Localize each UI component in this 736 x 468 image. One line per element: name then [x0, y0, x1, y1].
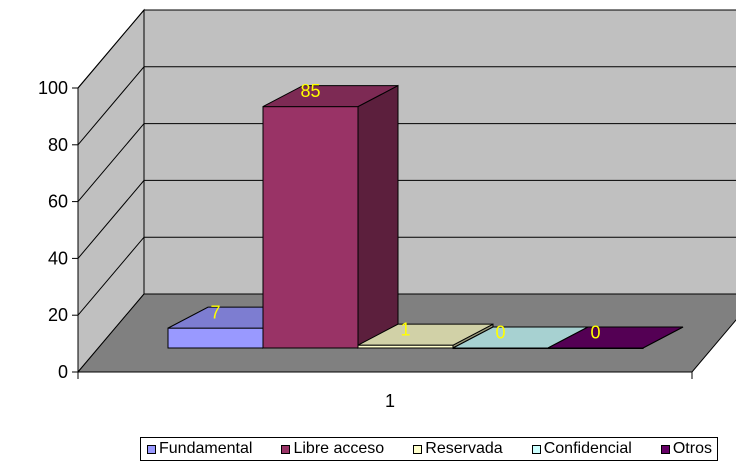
bar-side	[357, 84, 399, 349]
y-tick-labels: 0 20 40 60 80 100	[38, 78, 68, 382]
y-tick-label: 20	[48, 305, 68, 325]
gridline	[77, 9, 736, 89]
legend-item: Otros	[660, 440, 712, 458]
data-label: 85	[300, 81, 320, 101]
legend-label: Reservada	[425, 440, 503, 457]
x-tick-label: 1	[385, 391, 395, 411]
gridline	[77, 123, 736, 202]
y-tick-label: 0	[58, 362, 68, 382]
legend-label: Fundamental	[159, 440, 253, 457]
legend-item: Libre acceso	[281, 440, 384, 458]
data-label: 0	[590, 323, 600, 343]
legend-item: Confidencial	[531, 440, 632, 458]
bar-top	[262, 85, 399, 108]
gridlines	[77, 9, 736, 316]
bar-confidencial	[452, 326, 589, 349]
legend-item: Reservada	[413, 440, 503, 458]
bar-top	[357, 323, 494, 346]
data-label: 1	[400, 320, 410, 340]
bar-otros	[547, 326, 684, 349]
back-wall	[143, 9, 736, 295]
bar-libre-acceso	[262, 84, 399, 349]
legend-swatch	[147, 444, 156, 454]
bars	[167, 84, 684, 349]
bar-front	[167, 327, 264, 349]
bar-front	[262, 106, 359, 349]
y-tick-label: 40	[48, 248, 68, 268]
legend-label: Libre acceso	[293, 440, 385, 457]
data-label: 0	[495, 323, 505, 343]
legend-swatch	[531, 444, 541, 454]
gridline	[77, 179, 736, 259]
legend-label: Otros	[672, 440, 712, 457]
chart-legend: Fundamental Libre acceso Reservada Confiden…	[140, 437, 718, 461]
legend-label: Confidencial	[543, 440, 632, 457]
legend-item: Fundamental	[147, 440, 252, 458]
x-tick-labels: 1	[385, 391, 395, 411]
gridline	[77, 66, 736, 146]
data-label: 7	[210, 303, 220, 323]
data-labels: 7 85 1 0 0	[210, 81, 600, 342]
chart-walls	[76, 8, 736, 374]
bar-top	[547, 326, 684, 349]
legend-swatch	[413, 444, 423, 454]
y-tick-label: 100	[38, 78, 68, 98]
axes	[72, 87, 693, 379]
legend-swatch	[660, 444, 670, 454]
y-tick-label: 60	[48, 192, 68, 212]
legend-swatch	[281, 444, 291, 454]
gridline	[77, 236, 736, 316]
y-tick-label: 80	[48, 135, 68, 155]
